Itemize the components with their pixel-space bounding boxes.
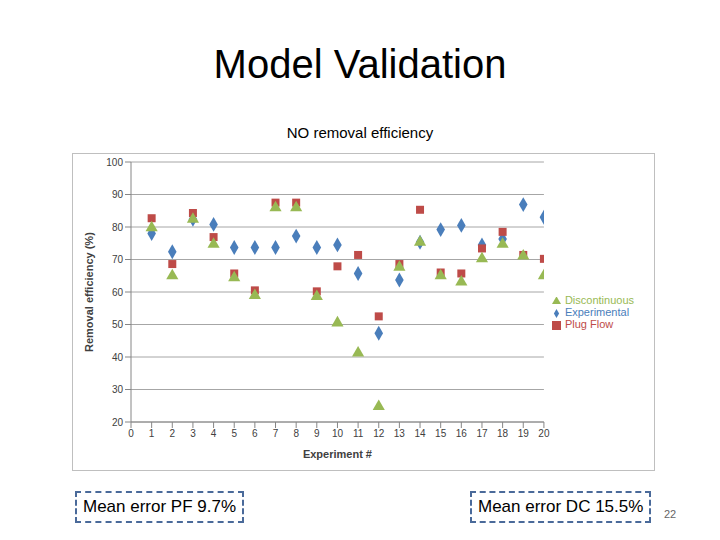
html-text:22: 22	[664, 508, 677, 520]
html-text:NO removal efficiency: NO removal efficiency	[286, 124, 434, 141]
svg-text:70: 70	[112, 254, 124, 265]
svg-text:0: 0	[128, 428, 134, 439]
svg-text:9: 9	[314, 428, 320, 439]
svg-text:100: 100	[106, 157, 123, 168]
svg-text:30: 30	[112, 384, 124, 395]
svg-text:20: 20	[112, 417, 124, 428]
svg-text:2: 2	[170, 428, 176, 439]
svg-text:40: 40	[112, 352, 124, 363]
html-text:Mean error PF 9.7%: Mean error PF 9.7%	[83, 497, 237, 516]
svg-text:17: 17	[476, 428, 488, 439]
svg-text:Removal efficiency (%): Removal efficiency (%)	[83, 232, 95, 352]
svg-text:3: 3	[190, 428, 196, 439]
svg-text:16: 16	[456, 428, 468, 439]
svg-text:10: 10	[332, 428, 344, 439]
html-text:Experimental: Experimental	[564, 306, 630, 318]
svg-text:11: 11	[353, 428, 364, 439]
svg-text:7: 7	[273, 428, 279, 439]
svg-text:20: 20	[538, 428, 550, 439]
svg-text:50: 50	[112, 319, 124, 330]
html-text:Mean error DC 15.5%: Mean error DC 15.5%	[478, 497, 644, 516]
svg-text:90: 90	[112, 189, 124, 200]
svg-text:12: 12	[373, 428, 385, 439]
svg-text:6: 6	[252, 428, 258, 439]
svg-text:1: 1	[149, 428, 155, 439]
svg-text:Experiment #: Experiment #	[303, 448, 372, 460]
svg-text:19: 19	[518, 428, 530, 439]
html-text:Plug Flow: Plug Flow	[564, 318, 614, 330]
svg-text:8: 8	[293, 428, 299, 439]
svg-text:18: 18	[497, 428, 509, 439]
svg-text:13: 13	[394, 428, 406, 439]
svg-text:4: 4	[211, 428, 217, 439]
html-text:Model Validation: Model Validation	[213, 42, 507, 86]
svg-text:80: 80	[112, 222, 124, 233]
svg-text:5: 5	[231, 428, 237, 439]
svg-text:60: 60	[112, 287, 124, 298]
svg-text:14: 14	[414, 428, 426, 439]
svg-text:15: 15	[435, 428, 447, 439]
html-text:Discontinuous: Discontinuous	[564, 294, 634, 306]
